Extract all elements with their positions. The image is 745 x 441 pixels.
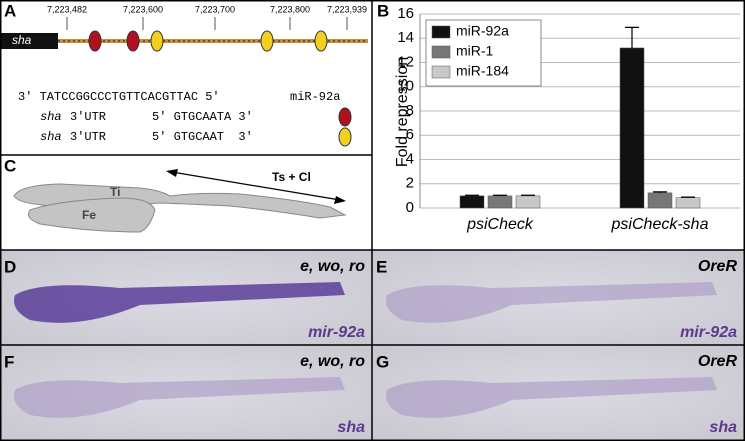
- error-bar: [493, 194, 507, 196]
- site-yellow: [314, 30, 328, 52]
- femur-label: Fe: [82, 208, 96, 222]
- mirna-seq: 3' TATCCGGCCCTGTTCACGTTAC 5': [18, 90, 220, 104]
- y-tick-label: 8: [406, 102, 414, 119]
- leg-stain: [386, 377, 717, 418]
- bar: [675, 197, 701, 209]
- error-bar: [653, 191, 667, 193]
- y-tick-label: 10: [397, 78, 414, 95]
- probe: mir-92a: [308, 324, 365, 341]
- probe: mir-92a: [680, 324, 737, 341]
- y-tick-label: 4: [406, 150, 414, 167]
- panel-label: B: [377, 1, 389, 20]
- site-gene: sha: [40, 110, 62, 124]
- error-bar: [465, 194, 479, 196]
- site-seq: 5' GTGCAATA 3': [152, 110, 253, 124]
- site-seq: 5' GTGCAAT 3': [152, 130, 253, 144]
- y-axis-label: Fold repression: [394, 57, 411, 167]
- panel-label: F: [4, 352, 14, 371]
- site-yellow: [150, 30, 164, 52]
- site-red: [88, 30, 102, 52]
- leg-femur: [27, 197, 156, 233]
- y-tick-label: 6: [406, 126, 414, 143]
- panel-label: C: [4, 156, 16, 175]
- error-bar: [521, 194, 535, 196]
- leg-stain: [14, 377, 345, 418]
- probe: sha: [337, 419, 365, 436]
- legend-swatch: [431, 65, 451, 79]
- probe: sha: [709, 419, 737, 436]
- bar: [459, 195, 485, 209]
- coordinate: 7,223,800: [270, 4, 310, 14]
- leg-stain: [386, 282, 717, 323]
- panel-c: C Ti Fe Ts + Cl: [4, 156, 347, 233]
- y-tick-label: 16: [397, 5, 414, 22]
- x-tick-label: psiCheck: [466, 216, 534, 233]
- y-tick-label: 2: [406, 175, 414, 192]
- gene-name: sha: [12, 33, 32, 47]
- legend-swatch: [431, 45, 451, 59]
- error-bar: [681, 196, 695, 198]
- error-bar: [625, 26, 639, 48]
- y-tick-label: 12: [397, 53, 414, 70]
- coordinate: 7,223,700: [195, 4, 235, 14]
- panel-a: A sha 7,223,482 7,223,600 7,223,700 7,22…: [0, 1, 368, 147]
- site-utr: 3'UTR: [70, 130, 106, 144]
- bar: [487, 195, 513, 209]
- panel-b: B Fold repression 0 2 4 6 8 10 12 14 16 psiCheck p…: [377, 1, 740, 233]
- site-red: [338, 107, 352, 127]
- leg-stain: [14, 282, 345, 323]
- tibia-label: Ti: [110, 185, 120, 199]
- site-red: [126, 30, 140, 52]
- coordinate: 7,223,482: [47, 4, 87, 14]
- legend-label: miR-1: [456, 43, 494, 59]
- x-tick-label: psiCheck-sha: [611, 216, 709, 233]
- coordinate: 7,223,600: [123, 4, 163, 14]
- genotype: OreR: [698, 258, 738, 275]
- genotype: e, wo, ro: [300, 353, 365, 370]
- site-gene: sha: [40, 130, 62, 144]
- site-utr: 3'UTR: [70, 110, 106, 124]
- legend-label: miR-92a: [456, 23, 509, 39]
- mirna-name: miR-92a: [290, 90, 340, 104]
- y-tick-label: 14: [397, 29, 414, 46]
- coordinate: 7,223,939: [327, 4, 367, 14]
- panel-label: D: [4, 257, 16, 276]
- bar: [619, 47, 645, 209]
- site-yellow: [260, 30, 274, 52]
- legend-swatch: [431, 25, 451, 39]
- panel-label: E: [376, 257, 387, 276]
- y-tick-label: 0: [406, 199, 414, 216]
- bar: [647, 192, 673, 209]
- panel-label: G: [376, 352, 389, 371]
- panel-label: A: [4, 1, 16, 20]
- arrow: [171, 171, 341, 201]
- legend-label: miR-184: [456, 63, 509, 79]
- genotype: e, wo, ro: [300, 258, 365, 275]
- site-yellow: [338, 127, 352, 147]
- ticks: [66, 17, 348, 30]
- genotype: OreR: [698, 353, 738, 370]
- bar: [515, 195, 541, 209]
- arrow-label: Ts + Cl: [272, 170, 311, 184]
- gene-block: [0, 33, 58, 49]
